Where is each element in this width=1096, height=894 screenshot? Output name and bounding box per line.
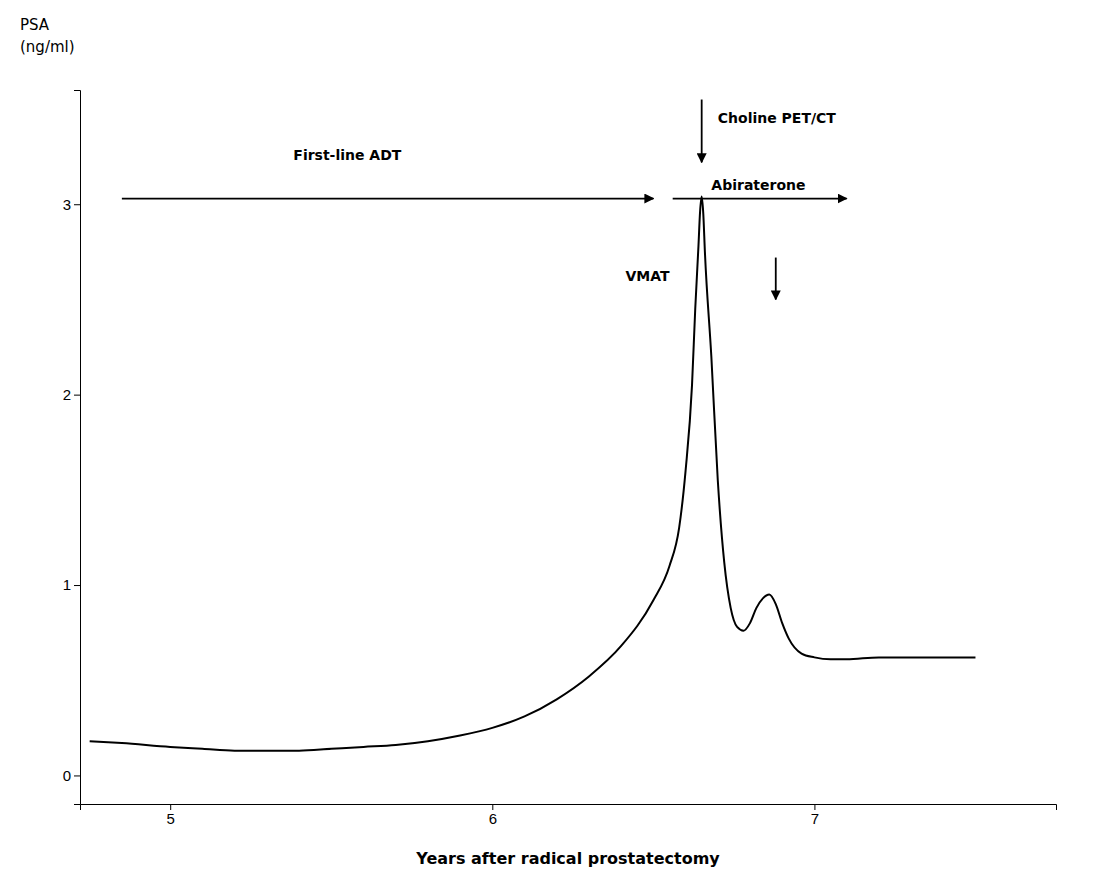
x-tick: 6 [489,804,497,827]
y-axis-line [74,91,81,805]
annotation-arrow [701,100,703,163]
x-tick-label: 5 [167,810,175,827]
annotation-label: First-line ADT [293,147,401,163]
annotation-label: Abiraterone [711,177,805,193]
annotation-label: VMAT [625,268,670,284]
y-tick-mark [74,204,80,205]
y-tick-label: 1 [63,576,71,593]
annotation-label: Choline PET/CT [718,110,837,126]
y-tick: 3 [63,196,80,213]
x-axis-title: Years after radical prostatectomy [415,849,720,868]
x-axis-line [81,805,1057,811]
plot: 5 6 7 0 1 2 3 Years after radical prostatectomy… [63,91,1057,869]
marks [90,197,976,751]
y-tick-label: 3 [63,196,71,213]
x-tick: 5 [167,804,175,827]
x-tick-label: 7 [811,810,819,827]
annotations: Choline PET/CT Abiraterone VMAT First-line … [122,100,847,300]
annotation-arrow [122,198,653,200]
x-tick: 7 [811,804,819,827]
y-tick: 0 [63,767,80,784]
x-axis: 5 6 7 [81,804,1057,827]
psa-line [90,197,976,751]
x-tick-label: 6 [489,810,497,827]
y-tick-mark [74,585,80,586]
y-tick-mark [74,775,80,776]
annotation-arrow [673,198,847,200]
y-axis: 0 1 2 3 [63,91,81,805]
y-axis-title: (ng/ml) [20,38,75,56]
y-tick-label: 0 [63,767,71,784]
y-tick: 2 [63,386,80,403]
chart: 5 6 7 0 1 2 3 Years after radical prostatectomy… [0,0,1096,894]
y-tick-label: 2 [63,386,71,403]
annotation-arrow [775,258,777,300]
y-tick: 1 [63,576,80,593]
y-axis-title: PSA [20,16,50,34]
y-tick-mark [74,395,80,396]
